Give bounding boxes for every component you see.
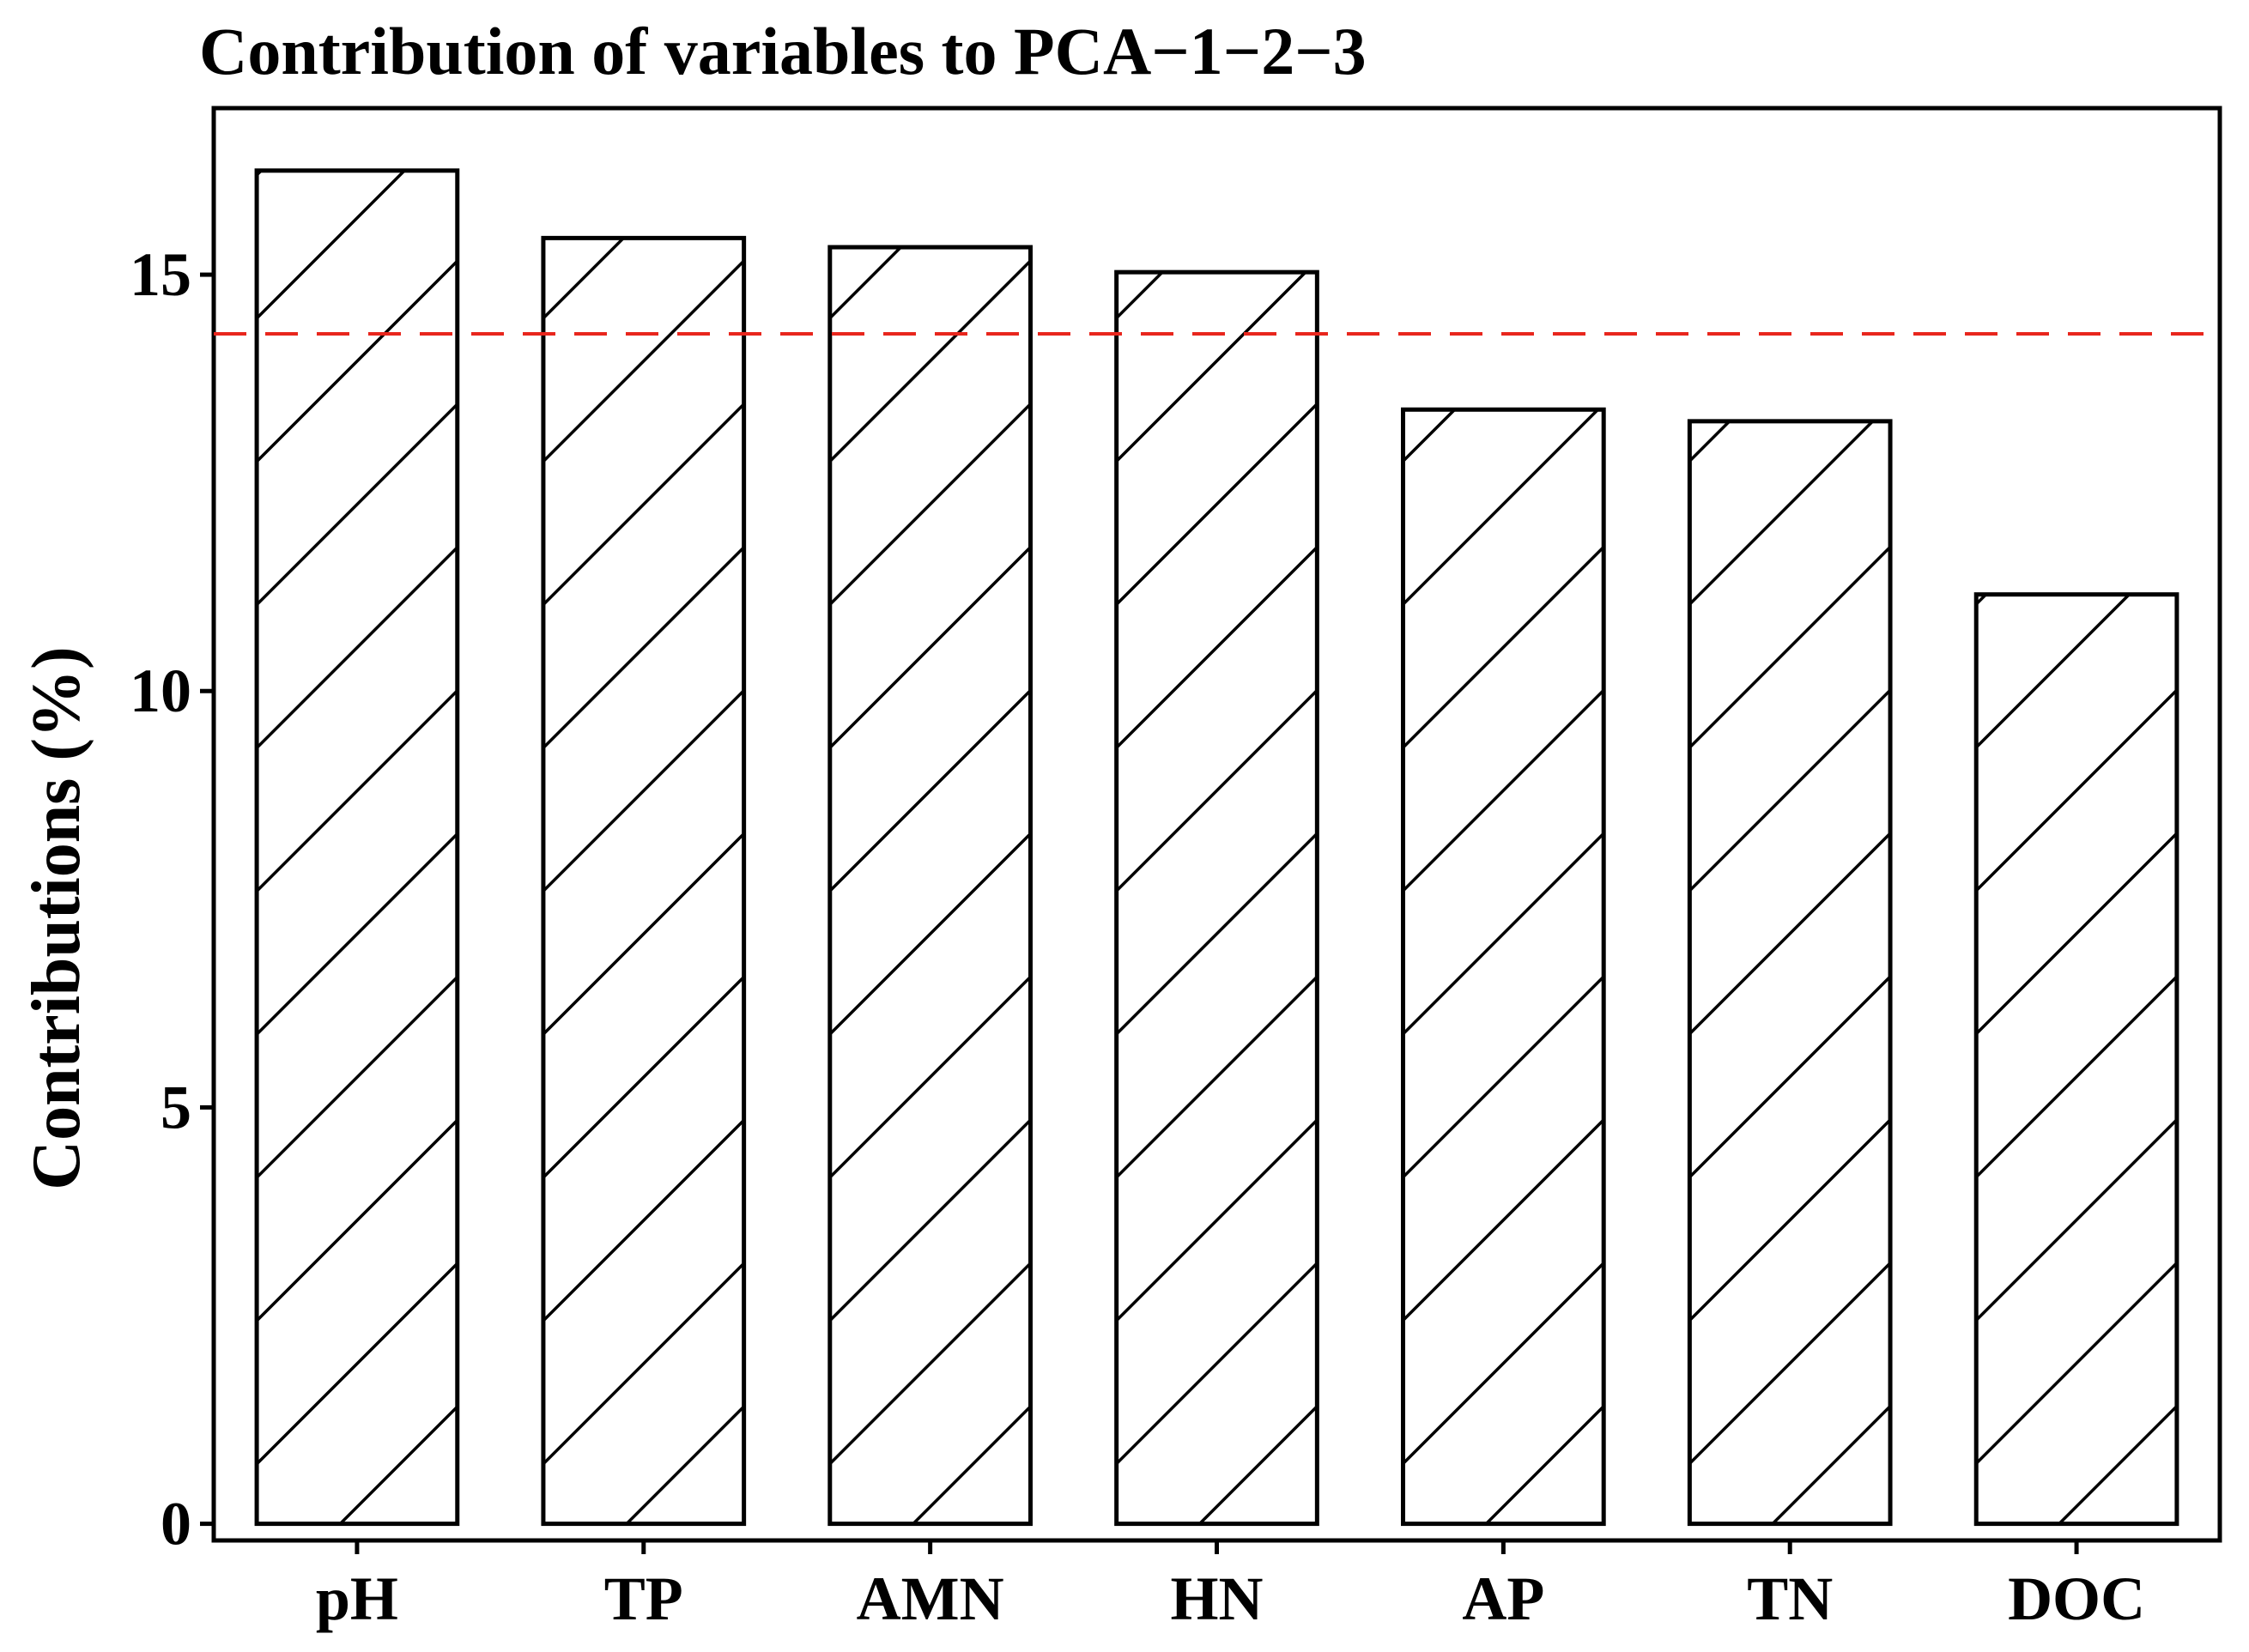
y-axis-label: Contributions (%): [19, 646, 94, 1189]
y-tick-label: 15: [130, 240, 191, 309]
x-tick-label-ph: pH: [316, 1564, 398, 1633]
y-axis-ticks: 0 5 10 15: [130, 240, 214, 1558]
chart-title: Contribution of variables to PCA−1−2−3: [199, 14, 1367, 88]
x-tick-label-hn: HN: [1171, 1564, 1264, 1633]
bar-hn: [1114, 269, 1319, 1527]
bar-tn: [1687, 419, 1893, 1527]
y-tick-label: 0: [161, 1490, 191, 1558]
bar-tp: [541, 235, 747, 1527]
y-tick-label: 5: [161, 1073, 191, 1141]
x-tick-label-ap: AP: [1462, 1564, 1544, 1633]
bar-amn: [827, 245, 1033, 1527]
x-tick-label-tn: TN: [1747, 1564, 1833, 1633]
y-tick-label: 10: [130, 657, 191, 725]
bar-doc: [1973, 592, 2179, 1527]
x-tick-label-doc: DOC: [2008, 1564, 2145, 1633]
x-axis-ticks: pH TP AMN HN AP TN DOC: [316, 1540, 2145, 1633]
x-tick-label-tp: TP: [604, 1564, 683, 1633]
bar-ph: [254, 168, 460, 1527]
bar-ap: [1401, 407, 1606, 1527]
bars: [254, 168, 2179, 1527]
x-tick-label-amn: AMN: [857, 1564, 1004, 1633]
